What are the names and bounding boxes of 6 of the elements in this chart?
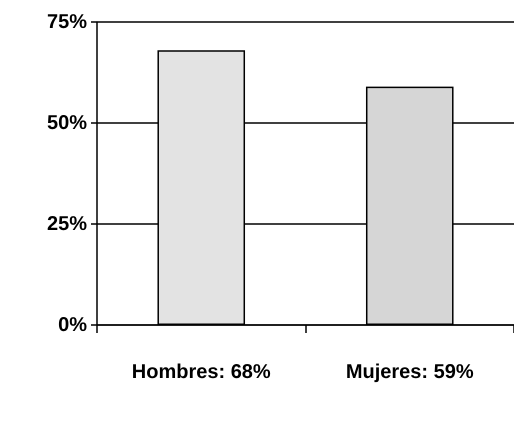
y-tick-label: 0% (58, 314, 88, 336)
y-tick-label: 50% (46, 112, 88, 134)
x-tick-label: Hombres: 68% (132, 361, 271, 383)
y-tick-label: 75% (46, 11, 88, 33)
x-tick-label: Mujeres: 59% (346, 361, 474, 383)
y-tick-label: 25% (46, 213, 88, 235)
